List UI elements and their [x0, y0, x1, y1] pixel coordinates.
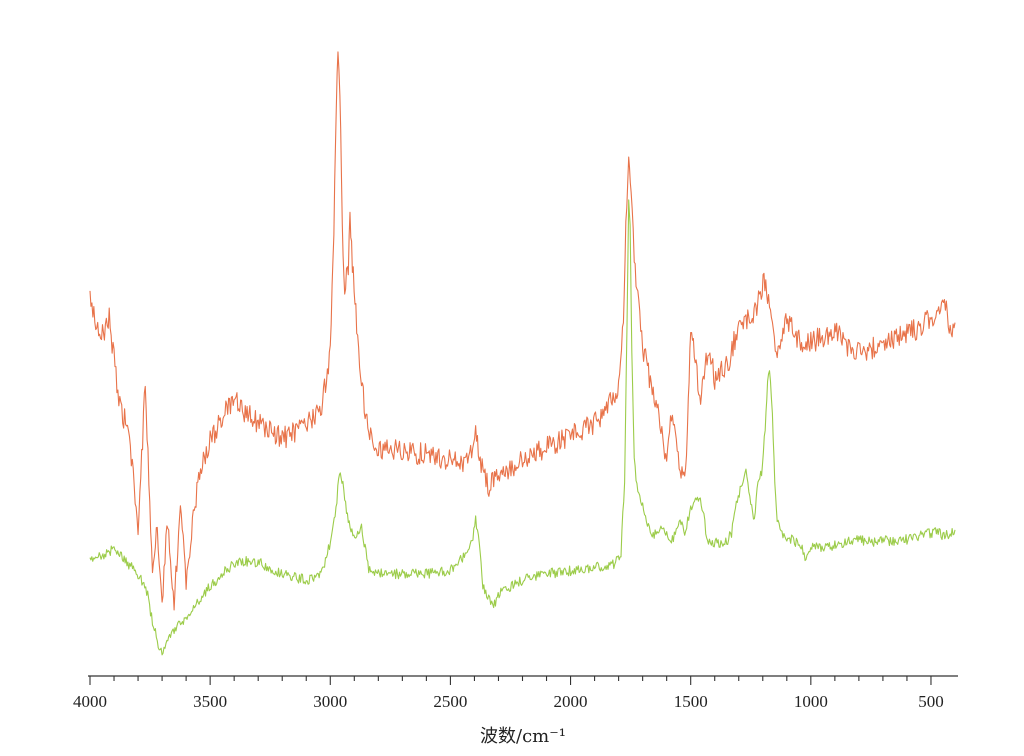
- x-tick-label-2000: 2000: [554, 692, 588, 711]
- x-tick-label-3000: 3000: [313, 692, 347, 711]
- x-tick-label-4000: 4000: [73, 692, 107, 711]
- spectrum-line-1: [89, 51, 956, 611]
- x-axis-ticks: 4000 3500 3000 2500 2000 1500 1000 500: [73, 676, 944, 711]
- x-axis-title: 波数/cm⁻¹: [480, 726, 566, 747]
- x-tick-label-1000: 1000: [794, 692, 828, 711]
- x-tick-label-500: 500: [918, 692, 944, 711]
- spectrum-line-2: [89, 199, 956, 656]
- x-tick-label-2500: 2500: [433, 692, 467, 711]
- x-tick-label-1500: 1500: [674, 692, 708, 711]
- plot-series: [89, 51, 956, 656]
- x-tick-label-3500: 3500: [193, 692, 227, 711]
